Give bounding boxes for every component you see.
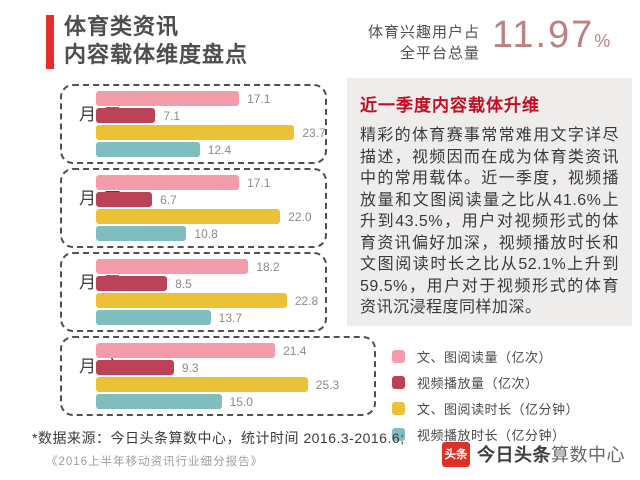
- stat-label: 体育兴趣用户占 全平台总量: [348, 22, 480, 64]
- bar: [96, 394, 222, 409]
- bar-row: 17.1: [96, 175, 322, 190]
- legend-item: 文、图阅读时长（亿分钟）: [392, 399, 579, 418]
- bar: [96, 377, 308, 392]
- logo-brand-text: 今日头条: [477, 445, 551, 465]
- legend-item: 文、图阅读量（亿次）: [392, 347, 579, 366]
- bar-value-label: 21.4: [283, 343, 307, 358]
- info-box-body: 精彩的体育赛事常常难用文字详尽描述，视频因而在成为体育类资讯中的常用载体。近一季…: [360, 127, 619, 316]
- bar-group: 17.1 6.7 22.0 10.8: [96, 175, 322, 243]
- bar-row: 12.4: [96, 142, 322, 157]
- legend-label: 视频播放时长（亿分钟）: [417, 428, 566, 443]
- source-note: *数据来源：今日头条算数中心，统计时间 2016.3-2016.6;: [32, 430, 405, 446]
- stat-value-number: 11.97: [492, 14, 595, 56]
- legend-swatch: [392, 428, 405, 441]
- toutiao-logo: 头条 今日头条 算数中心: [442, 441, 625, 467]
- toutiao-logo-badge: 头条: [442, 441, 470, 467]
- bar: [96, 293, 287, 308]
- bar: [96, 360, 174, 375]
- info-box: 近一季度内容载体升维 精彩的体育赛事常常难用文字详尽描述，视频因而在成为体育类资…: [347, 78, 632, 326]
- bar-value-label: 15.0: [229, 394, 253, 409]
- bar: [96, 343, 276, 358]
- month-group: 三月17.17.123.712.4: [60, 84, 327, 164]
- bar-group: 18.2 8.5 22.8 13.7: [96, 259, 322, 327]
- bar-row: 10.8: [96, 226, 322, 241]
- bar-row: 7.1: [96, 108, 322, 123]
- bar-row: 6.7: [96, 192, 322, 207]
- month-group: 五月18.28.522.813.7: [60, 252, 327, 332]
- legend-swatch: [392, 402, 405, 415]
- bar-value-label: 22.0: [288, 209, 312, 224]
- logo-suffix-text: 算数中心: [551, 445, 625, 465]
- bar-value-label: 12.4: [207, 142, 232, 157]
- bar: [96, 91, 240, 106]
- page-title-line2: 内容载体维度盘点: [64, 42, 249, 67]
- bar-row: 18.2: [96, 259, 322, 274]
- bar: [96, 108, 156, 123]
- bar-row: 17.1: [96, 91, 322, 106]
- legend-label: 文、图阅读量（亿次）: [417, 350, 553, 365]
- bar-value-label: 10.8: [194, 226, 218, 241]
- bar-row: 15.0: [96, 394, 322, 409]
- bar-value-label: 13.7: [218, 310, 243, 325]
- page-title-line1: 体育类资讯: [64, 14, 180, 39]
- bar: [96, 276, 168, 291]
- page-title: 体育类资讯 内容载体维度盘点: [64, 13, 248, 69]
- bar-row: 22.8: [96, 293, 322, 308]
- bar: [96, 142, 200, 157]
- bar-row: 25.3: [96, 377, 339, 392]
- month-group: 六月21.49.325.315.0: [60, 336, 376, 416]
- bar-group: 17.1 7.1 23.7 12.4: [96, 91, 326, 159]
- bar-value-label: 23.7: [302, 125, 326, 140]
- title-accent-bar: [46, 15, 54, 69]
- legend-item: 视频播放量（亿次）: [392, 373, 579, 392]
- bar: [96, 209, 281, 224]
- bar-row: 22.0: [96, 209, 322, 224]
- report-note: 《2016上半年移动资讯行业细分报告》: [46, 456, 264, 468]
- bar-row: 8.5: [96, 276, 322, 291]
- bar-row: 21.4: [96, 343, 322, 358]
- legend-swatch: [392, 350, 405, 363]
- stat-label-line1: 体育兴趣用户占: [367, 24, 480, 41]
- bar: [96, 226, 187, 241]
- chart-legend: 文、图阅读量（亿次） 视频播放量（亿次） 文、图阅读时长（亿分钟） 视频播放时长（亿分…: [392, 347, 579, 451]
- bar: [96, 125, 295, 140]
- bar-value-label: 8.5: [175, 276, 192, 291]
- stat-label-line2: 全平台总量: [399, 45, 480, 62]
- bar-row: 13.7: [96, 310, 322, 325]
- bar-row: 9.3: [96, 360, 322, 375]
- stat-value: 11.97%: [492, 14, 610, 57]
- legend-label: 视频播放量（亿次）: [417, 376, 539, 391]
- bar-value-label: 17.1: [247, 91, 271, 106]
- bar-value-label: 18.2: [256, 259, 280, 274]
- month-group: 四月17.16.722.010.8: [60, 168, 327, 248]
- legend-label: 文、图阅读时长（亿分钟）: [417, 402, 580, 417]
- bar-value-label: 22.8: [294, 293, 319, 308]
- bar-value-label: 17.1: [247, 175, 271, 190]
- bar: [96, 310, 211, 325]
- bar: [96, 259, 249, 274]
- info-box-title: 近一季度内容载体升维: [360, 96, 540, 115]
- bar-value-label: 9.3: [181, 360, 199, 375]
- bar-value-label: 6.7: [160, 192, 177, 207]
- bar-chart: 三月17.17.123.712.4四月17.16.722.010.8五月18.2…: [60, 84, 376, 420]
- bar-value-label: 25.3: [315, 377, 340, 392]
- bar: [96, 175, 240, 190]
- bar: [96, 192, 153, 207]
- stat-value-unit: %: [594, 31, 611, 51]
- bar-group: 21.4 9.3 25.3 15.0: [96, 343, 339, 411]
- legend-item: 视频播放时长（亿分钟）: [392, 425, 579, 444]
- bar-value-label: 7.1: [163, 108, 181, 123]
- bar-row: 23.7: [96, 125, 326, 140]
- legend-swatch: [392, 376, 405, 389]
